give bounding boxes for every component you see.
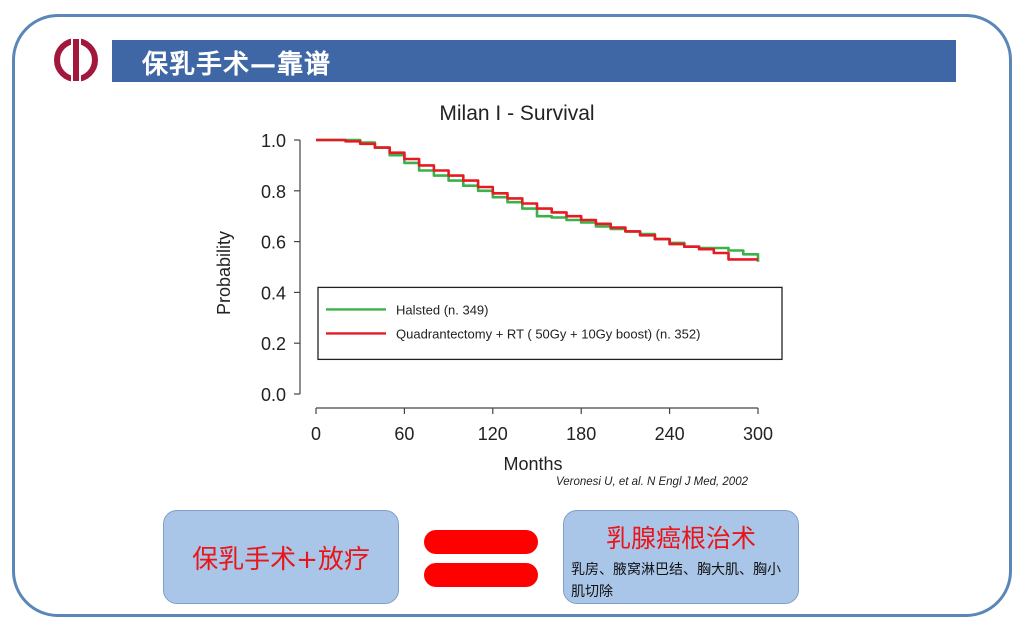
breast-conserving-box: 保乳手术+放疗	[163, 510, 399, 604]
y-tick-label: 1.0	[261, 131, 286, 151]
radical-mastectomy-label: 乳腺癌根治术	[605, 524, 756, 553]
x-axis-label: Months	[503, 454, 562, 472]
title-bar: 保乳手术—靠谱	[112, 40, 956, 82]
y-tick-label: 0.2	[261, 334, 286, 354]
x-tick-label: 300	[743, 424, 773, 444]
survival-chart: Milan I - Survival 0.0 0.2 0.4 0.6 0.8 1.0 0 60 1…	[214, 102, 783, 472]
breast-conserving-label: 保乳手术+放疗	[192, 545, 370, 575]
y-tick-label: 0.4	[261, 283, 286, 303]
y-axis-label: Probability	[214, 231, 234, 315]
legend-label-1: Quadrantectomy + RT ( 50Gy + 10Gy boost)…	[396, 326, 700, 341]
radical-mastectomy-box: 乳腺癌根治术 乳房、腋窝淋巴结、胸大肌、胸小肌切除	[563, 510, 799, 604]
y-tick-label: 0.6	[261, 233, 286, 253]
equals-sign-top-bar	[424, 530, 538, 554]
series-line-1	[316, 138, 758, 261]
citation: Veronesi U, et al. N Engl J Med, 2002	[556, 476, 748, 488]
x-tick-label: 0	[311, 424, 321, 444]
x-tick-label: 120	[478, 424, 508, 444]
y-tick-label: 0.0	[261, 385, 286, 405]
legend-box	[317, 286, 783, 361]
y-tick-label: 0.8	[261, 182, 286, 202]
x-tick-label: 60	[394, 424, 414, 444]
x-tick-label: 180	[566, 424, 596, 444]
equals-sign-bottom-bar	[424, 563, 538, 587]
x-tick-label: 240	[655, 424, 685, 444]
legend-label-0: Halsted (n. 349)	[396, 302, 489, 317]
slide-title: 保乳手术—靠谱	[142, 50, 332, 80]
radical-mastectomy-detail: 乳房、腋窝淋巴结、胸大肌、胸小肌切除	[571, 562, 781, 600]
series-line-0	[316, 138, 760, 262]
chart-title: Milan I - Survival	[439, 102, 594, 125]
hospital-logo-icon	[54, 38, 98, 82]
